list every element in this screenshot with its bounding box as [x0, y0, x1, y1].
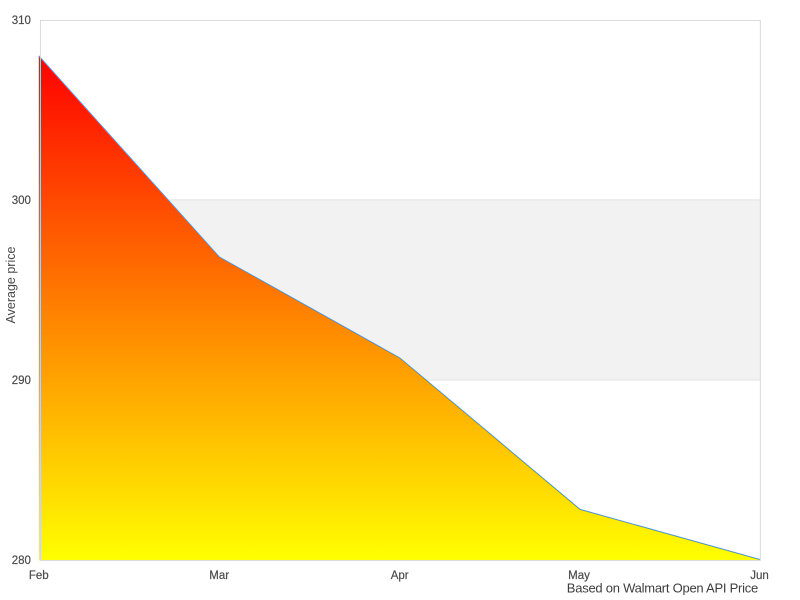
- svg-text:Based on Walmart Open API Pric: Based on Walmart Open API Price: [567, 580, 758, 595]
- svg-text:Average price: Average price: [4, 247, 18, 324]
- svg-text:290: 290: [12, 375, 31, 387]
- svg-text:Feb: Feb: [29, 570, 49, 582]
- svg-text:300: 300: [12, 195, 31, 207]
- svg-text:280: 280: [12, 555, 31, 567]
- svg-text:310: 310: [12, 15, 31, 27]
- svg-text:Apr: Apr: [391, 570, 409, 582]
- svg-text:May: May: [568, 570, 590, 582]
- svg-text:Jun: Jun: [750, 570, 769, 582]
- svg-text:Mar: Mar: [209, 570, 229, 582]
